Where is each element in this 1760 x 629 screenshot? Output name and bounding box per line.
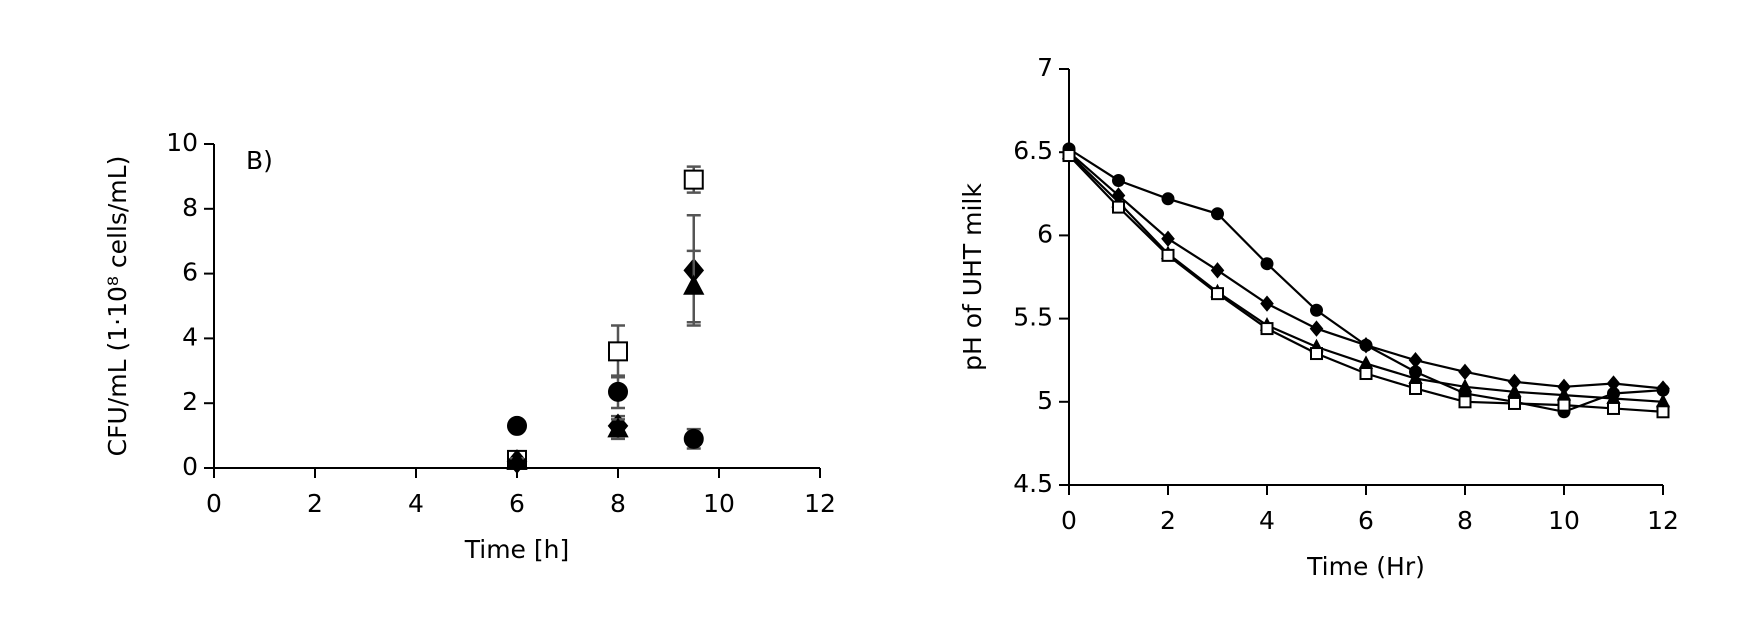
x-tick-label: 10 [703,489,735,518]
x-axis-title: Time [h] [464,535,569,564]
marker [1062,149,1076,163]
marker [1210,262,1225,279]
marker [507,415,527,436]
x-tick-label: 12 [804,489,836,518]
x-tick-label: 4 [408,489,424,518]
y-tick-label: 0 [182,452,198,481]
marker [1409,381,1422,395]
marker [1656,405,1670,419]
x-tick-label: 4 [1259,506,1275,535]
marker [1358,355,1374,369]
x-axis-title: Time (Hr) [1306,552,1425,581]
marker [1508,396,1521,410]
y-tick-label: 8 [182,193,198,222]
y-tick-label: 6 [1037,219,1053,248]
y-tick-label: 5.5 [1013,303,1053,332]
marker [683,274,705,295]
y-tick-label: 10 [166,128,198,157]
marker [1309,320,1324,337]
marker [1211,207,1224,221]
marker [1557,398,1571,412]
y-tick-label: 2 [182,387,198,416]
y-tick-label: 5 [1037,386,1053,415]
marker [1359,337,1373,354]
marker [1161,192,1175,206]
y-axis-title: CFU/mL (1·10⁸ cells/mL) [103,156,132,457]
x-tick-label: 8 [1457,506,1473,535]
marker [1260,295,1274,312]
y-tick-label: 4 [182,322,198,351]
marker [1161,248,1175,262]
marker [1211,287,1224,301]
x-tick-label: 8 [610,489,626,518]
marker [1310,303,1323,317]
x-tick-label: 12 [1647,506,1679,535]
marker [608,381,628,402]
y-tick-label: 6 [182,258,198,287]
marker [506,449,528,470]
marker [1458,363,1472,381]
marker [1457,378,1473,393]
marker [607,417,629,438]
marker [1556,386,1572,401]
marker [1260,322,1274,336]
marker [1655,393,1671,408]
marker [1161,230,1175,247]
x-tick-label: 10 [1548,506,1580,535]
marker [1458,395,1472,409]
y-axis-title: pH of UHT milk [958,183,987,371]
marker [1606,375,1621,392]
marker [608,341,628,362]
y-tick-label: 7 [1037,53,1053,82]
marker [683,428,704,449]
panel-label: B) [246,146,273,175]
marker [1607,401,1620,415]
x-tick-label: 2 [307,489,323,518]
marker [1112,173,1125,187]
marker [1507,383,1522,398]
marker [1112,200,1125,214]
y-tick-label: 4.5 [1013,469,1053,498]
x-tick-label: 2 [1160,506,1176,535]
x-tick-label: 6 [1358,506,1374,535]
y-tick-label: 6.5 [1013,136,1053,165]
marker [1260,257,1274,271]
marker [683,169,704,190]
marker [1310,347,1323,361]
x-tick-label: 0 [1061,506,1077,535]
marker [1359,367,1373,381]
x-tick-label: 0 [206,489,222,518]
x-tick-label: 6 [509,489,525,518]
marker [1408,352,1423,369]
